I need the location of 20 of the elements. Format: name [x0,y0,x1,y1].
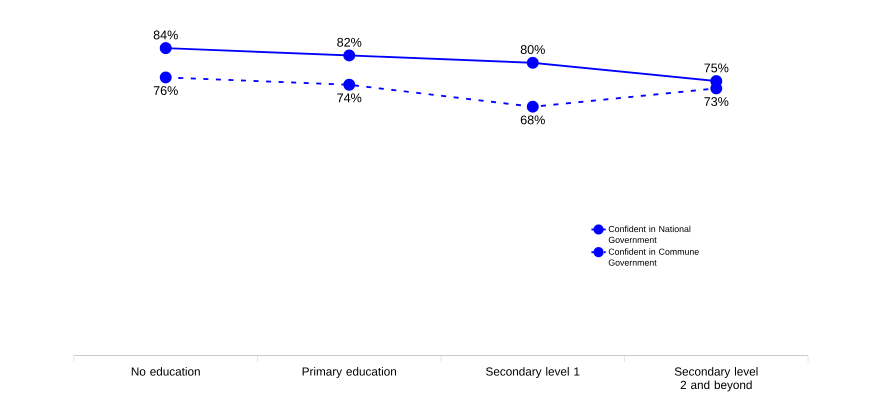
x-tick-label: No education [132,367,200,376]
x-tick-label: Secondary level 2 and beyond [674,367,758,392]
data-label: 75% [704,64,728,73]
data-label: 84% [154,30,178,40]
x-tick-label: Secondary level 1 [486,367,580,378]
data-label: 76% [154,86,178,96]
point [160,42,172,54]
point [343,78,356,91]
legend-label: Confident in National Government [608,226,690,244]
data-label: 80% [520,45,545,54]
x-tick-label: Primary education [302,367,396,378]
data-label: 82% [337,38,362,47]
data-label: 74% [337,94,362,102]
point [526,57,539,69]
data-label: 68% [520,116,545,125]
point [343,50,356,62]
point [526,100,539,113]
legend-label: Confident in Commune Government [608,248,699,266]
data-label: 73% [704,97,728,106]
point [160,72,172,84]
